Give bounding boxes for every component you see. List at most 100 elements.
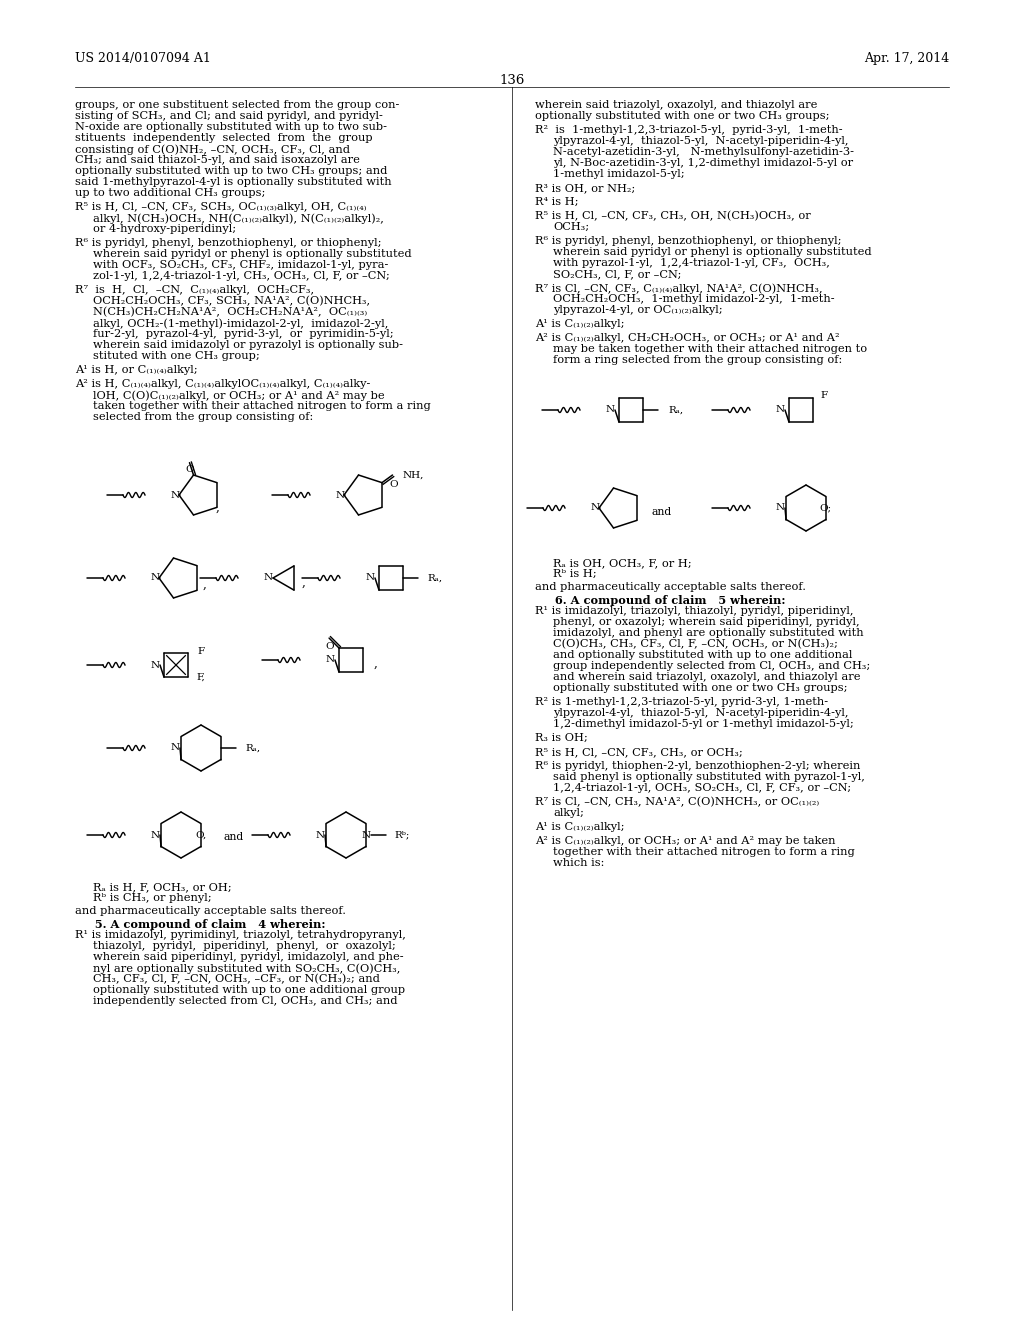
Text: and wherein said triazolyl, oxazolyl, and thiazolyl are: and wherein said triazolyl, oxazolyl, an… — [553, 672, 860, 682]
Text: consisting of C(O)NH₂, –CN, OCH₃, CF₃, Cl, and: consisting of C(O)NH₂, –CN, OCH₃, CF₃, C… — [75, 144, 350, 154]
Text: ylpyrazol-4-yl, or OC₍₁₎₍₂₎alkyl;: ylpyrazol-4-yl, or OC₍₁₎₍₂₎alkyl; — [553, 305, 723, 315]
Text: A¹ is C₍₁₎₍₂₎alkyl;: A¹ is C₍₁₎₍₂₎alkyl; — [535, 822, 625, 832]
Text: R² is 1-methyl-1,2,3-triazol-5-yl, pyrid-3-yl, 1-meth-: R² is 1-methyl-1,2,3-triazol-5-yl, pyrid… — [535, 697, 828, 708]
Text: yl, N-Boc-azetidin-3-yl, 1,2-dimethyl imidazol-5-yl or: yl, N-Boc-azetidin-3-yl, 1,2-dimethyl im… — [553, 158, 853, 168]
Text: R⁷ is Cl, –CN, CF₃, C₍₁₎₍₄₎alkyl, NA¹A², C(O)NHCH₃,: R⁷ is Cl, –CN, CF₃, C₍₁₎₍₄₎alkyl, NA¹A²,… — [535, 282, 822, 293]
Text: or 4-hydroxy-piperidinyl;: or 4-hydroxy-piperidinyl; — [93, 224, 237, 234]
Text: R¹ is imidazolyl, triazolyl, thiazolyl, pyridyl, piperidinyl,: R¹ is imidazolyl, triazolyl, thiazolyl, … — [535, 606, 853, 616]
Text: F: F — [198, 647, 205, 656]
Text: F,: F, — [197, 672, 206, 681]
Text: R⁵ is H, Cl, –CN, CF₃, CH₃, or OCH₃;: R⁵ is H, Cl, –CN, CF₃, CH₃, or OCH₃; — [535, 747, 742, 756]
Text: optionally substituted with up to one additional group: optionally substituted with up to one ad… — [93, 985, 406, 995]
Text: Rᵇ;: Rᵇ; — [395, 830, 411, 840]
Text: 1,2-dimethyl imidazol-5-yl or 1-methyl imidazol-5-yl;: 1,2-dimethyl imidazol-5-yl or 1-methyl i… — [553, 719, 854, 729]
Text: ,: , — [216, 500, 220, 513]
Text: O;: O; — [820, 503, 831, 512]
Text: ylpyrazol-4-yl,  thiazol-5-yl,  N-acetyl-piperidin-4-yl,: ylpyrazol-4-yl, thiazol-5-yl, N-acetyl-p… — [553, 708, 849, 718]
Text: F: F — [820, 392, 827, 400]
Text: wherein said triazolyl, oxazolyl, and thiazolyl are: wherein said triazolyl, oxazolyl, and th… — [535, 100, 817, 110]
Text: said 1-methylpyrazol-4-yl is optionally substituted with: said 1-methylpyrazol-4-yl is optionally … — [75, 177, 391, 187]
Text: Rᵇ is H;: Rᵇ is H; — [553, 569, 597, 579]
Text: groups, or one substituent selected from the group con-: groups, or one substituent selected from… — [75, 100, 399, 110]
Text: Rₐ,: Rₐ, — [668, 405, 683, 414]
Text: and optionally substituted with up to one additional: and optionally substituted with up to on… — [553, 649, 852, 660]
Text: thiazolyl,  pyridyl,  piperidinyl,  phenyl,  or  oxazolyl;: thiazolyl, pyridyl, piperidinyl, phenyl,… — [93, 941, 395, 950]
Text: R³ is OH, or NH₂;: R³ is OH, or NH₂; — [535, 183, 635, 193]
Text: wherein said pyridyl or phenyl is optionally substituted: wherein said pyridyl or phenyl is option… — [93, 249, 412, 259]
Text: zol-1-yl, 1,2,4-triazol-1-yl, CH₃, OCH₃, Cl, F, or –CN;: zol-1-yl, 1,2,4-triazol-1-yl, CH₃, OCH₃,… — [93, 271, 390, 281]
Text: OCH₂CH₂OCH₃, CF₃, SCH₃, NA¹A², C(O)NHCH₃,: OCH₂CH₂OCH₃, CF₃, SCH₃, NA¹A², C(O)NHCH₃… — [93, 296, 370, 306]
Text: 136: 136 — [500, 74, 524, 87]
Text: alkyl;: alkyl; — [553, 808, 584, 818]
Text: US 2014/0107094 A1: US 2014/0107094 A1 — [75, 51, 211, 65]
Text: stituted with one CH₃ group;: stituted with one CH₃ group; — [93, 351, 260, 360]
Text: N: N — [775, 405, 784, 414]
Text: ylpyrazol-4-yl,  thiazol-5-yl,  N-acetyl-piperidin-4-yl,: ylpyrazol-4-yl, thiazol-5-yl, N-acetyl-p… — [553, 136, 849, 147]
Text: N: N — [361, 830, 371, 840]
Text: CH₃; and said thiazol-5-yl, and said isoxazolyl are: CH₃; and said thiazol-5-yl, and said iso… — [75, 154, 359, 165]
Text: CH₃, CF₃, Cl, F, –CN, OCH₃, –CF₃, or N(CH₃)₂; and: CH₃, CF₃, Cl, F, –CN, OCH₃, –CF₃, or N(C… — [93, 974, 380, 985]
Text: 5. A compound of claim  4 wherein:: 5. A compound of claim 4 wherein: — [87, 919, 326, 931]
Text: N: N — [170, 491, 179, 499]
Text: N-oxide are optionally substituted with up to two sub-: N-oxide are optionally substituted with … — [75, 121, 387, 132]
Text: N: N — [263, 573, 272, 582]
Text: R²  is  1-methyl-1,2,3-triazol-5-yl,  pyrid-3-yl,  1-meth-: R² is 1-methyl-1,2,3-triazol-5-yl, pyrid… — [535, 125, 843, 135]
Text: C(O)CH₃, CH₃, CF₃, Cl, F, –CN, OCH₃, or N(CH₃)₂;: C(O)CH₃, CH₃, CF₃, Cl, F, –CN, OCH₃, or … — [553, 639, 838, 649]
Text: N: N — [151, 660, 160, 669]
Text: N: N — [326, 656, 335, 664]
Text: alkyl, OCH₂-(1-methyl)-imidazol-2-yl,  imidazol-2-yl,: alkyl, OCH₂-(1-methyl)-imidazol-2-yl, im… — [93, 318, 388, 329]
Text: wherein said pyridyl or phenyl is optionally substituted: wherein said pyridyl or phenyl is option… — [553, 247, 871, 257]
Text: stituents  independently  selected  from  the  group: stituents independently selected from th… — [75, 133, 373, 143]
Text: A² is C₍₁₎₍₂₎alkyl, CH₂CH₂OCH₃, or OCH₃; or A¹ and A²: A² is C₍₁₎₍₂₎alkyl, CH₂CH₂OCH₃, or OCH₃;… — [535, 333, 840, 343]
Text: imidazolyl, and phenyl are optionally substituted with: imidazolyl, and phenyl are optionally su… — [553, 628, 863, 638]
Text: which is:: which is: — [553, 858, 604, 869]
Text: O,: O, — [196, 830, 207, 840]
Text: A¹ is C₍₁₎₍₂₎alkyl;: A¹ is C₍₁₎₍₂₎alkyl; — [535, 319, 625, 329]
Text: and: and — [652, 507, 672, 517]
Text: with pyrazol-1-yl,  1,2,4-triazol-1-yl, CF₃,  OCH₃,: with pyrazol-1-yl, 1,2,4-triazol-1-yl, C… — [553, 257, 829, 268]
Text: and: and — [223, 832, 244, 842]
Text: A² is C₍₁₎₍₂₎alkyl, or OCH₃; or A¹ and A² may be taken: A² is C₍₁₎₍₂₎alkyl, or OCH₃; or A¹ and A… — [535, 836, 836, 846]
Text: said phenyl is optionally substituted with pyrazol-1-yl,: said phenyl is optionally substituted wi… — [553, 772, 865, 781]
Text: N: N — [591, 503, 600, 512]
Text: 1,2,4-triazol-1-yl, OCH₃, SO₂CH₃, Cl, F, CF₃, or –CN;: 1,2,4-triazol-1-yl, OCH₃, SO₂CH₃, Cl, F,… — [553, 783, 851, 793]
Text: with OCF₃, SO₂CH₃, CF₃, CHF₂, imidazol-1-yl, pyra-: with OCF₃, SO₂CH₃, CF₃, CHF₂, imidazol-1… — [93, 260, 388, 271]
Text: fur-2-yl,  pyrazol-4-yl,  pyrid-3-yl,  or  pyrimidin-5-yl;: fur-2-yl, pyrazol-4-yl, pyrid-3-yl, or p… — [93, 329, 393, 339]
Text: ,: , — [203, 578, 207, 590]
Text: selected from the group consisting of:: selected from the group consisting of: — [93, 412, 313, 422]
Text: N-acetyl-azetidin-3-yl,   N-methylsulfonyl-azetidin-3-: N-acetyl-azetidin-3-yl, N-methylsulfonyl… — [553, 147, 854, 157]
Text: taken together with their attached nitrogen to form a ring: taken together with their attached nitro… — [93, 401, 431, 411]
Text: R⁷  is  H,  Cl,  –CN,  C₍₁₎₍₄₎alkyl,  OCH₂CF₃,: R⁷ is H, Cl, –CN, C₍₁₎₍₄₎alkyl, OCH₂CF₃, — [75, 285, 314, 294]
Text: 6. A compound of claim  5 wherein:: 6. A compound of claim 5 wherein: — [547, 595, 785, 606]
Text: R⁶ is pyridyl, thiophen-2-yl, benzothiophen-2-yl; wherein: R⁶ is pyridyl, thiophen-2-yl, benzothiop… — [535, 762, 860, 771]
Text: OCH₃;: OCH₃; — [553, 222, 589, 232]
Text: R⁶ is pyridyl, phenyl, benzothiophenyl, or thiophenyl;: R⁶ is pyridyl, phenyl, benzothiophenyl, … — [535, 236, 842, 246]
Text: R¹ is imidazolyl, pyrimidinyl, triazolyl, tetrahydropyranyl,: R¹ is imidazolyl, pyrimidinyl, triazolyl… — [75, 931, 406, 940]
Text: N(CH₃)CH₂CH₂NA¹A²,  OCH₂CH₂NA¹A²,  OC₍₁₎₍₃₎: N(CH₃)CH₂CH₂NA¹A², OCH₂CH₂NA¹A², OC₍₁₎₍₃… — [93, 308, 368, 317]
Text: 1-methyl imidazol-5-yl;: 1-methyl imidazol-5-yl; — [553, 169, 685, 180]
Text: Rₐ is H, F, OCH₃, or OH;: Rₐ is H, F, OCH₃, or OH; — [93, 882, 231, 892]
Text: ,: , — [374, 656, 378, 669]
Text: O: O — [326, 642, 335, 651]
Text: R⁶ is pyridyl, phenyl, benzothiophenyl, or thiophenyl;: R⁶ is pyridyl, phenyl, benzothiophenyl, … — [75, 238, 382, 248]
Text: OCH₂CH₂OCH₃,  1-methyl imidazol-2-yl,  1-meth-: OCH₂CH₂OCH₃, 1-methyl imidazol-2-yl, 1-m… — [553, 294, 835, 304]
Text: wherein said imidazolyl or pyrazolyl is optionally sub-: wherein said imidazolyl or pyrazolyl is … — [93, 341, 403, 350]
Text: may be taken together with their attached nitrogen to: may be taken together with their attache… — [553, 345, 867, 354]
Text: together with their attached nitrogen to form a ring: together with their attached nitrogen to… — [553, 847, 855, 857]
Text: sisting of SCH₃, and Cl; and said pyridyl, and pyridyl-: sisting of SCH₃, and Cl; and said pyridy… — [75, 111, 383, 121]
Text: independently selected from Cl, OCH₃, and CH₃; and: independently selected from Cl, OCH₃, an… — [93, 997, 397, 1006]
Text: SO₂CH₃, Cl, F, or –CN;: SO₂CH₃, Cl, F, or –CN; — [553, 269, 681, 279]
Text: Rₐ is OH, OCH₃, F, or H;: Rₐ is OH, OCH₃, F, or H; — [553, 558, 691, 568]
Text: Apr. 17, 2014: Apr. 17, 2014 — [864, 51, 949, 65]
Text: ,: , — [302, 576, 306, 589]
Text: N: N — [605, 405, 614, 414]
Text: group independently selected from Cl, OCH₃, and CH₃;: group independently selected from Cl, OC… — [553, 661, 870, 671]
Text: Rₐ,: Rₐ, — [246, 743, 261, 752]
Text: and pharmaceutically acceptable salts thereof.: and pharmaceutically acceptable salts th… — [75, 906, 346, 916]
Text: alkyl, N(CH₃)OCH₃, NH(C₍₁₎₍₂₎alkyl), N(C₍₁₎₍₂₎alkyl)₂,: alkyl, N(CH₃)OCH₃, NH(C₍₁₎₍₂₎alkyl), N(C… — [93, 213, 384, 223]
Text: form a ring selected from the group consisting of:: form a ring selected from the group cons… — [553, 355, 843, 366]
Text: R⁷ is Cl, –CN, CH₃, NA¹A², C(O)NHCH₃, or OC₍₁₎₍₂₎: R⁷ is Cl, –CN, CH₃, NA¹A², C(O)NHCH₃, or… — [535, 797, 819, 808]
Text: R⁵ is H, Cl, –CN, CF₃, CH₃, OH, N(CH₃)OCH₃, or: R⁵ is H, Cl, –CN, CF₃, CH₃, OH, N(CH₃)OC… — [535, 211, 811, 222]
Text: O: O — [389, 479, 397, 488]
Text: optionally substituted with one or two CH₃ groups;: optionally substituted with one or two C… — [553, 682, 848, 693]
